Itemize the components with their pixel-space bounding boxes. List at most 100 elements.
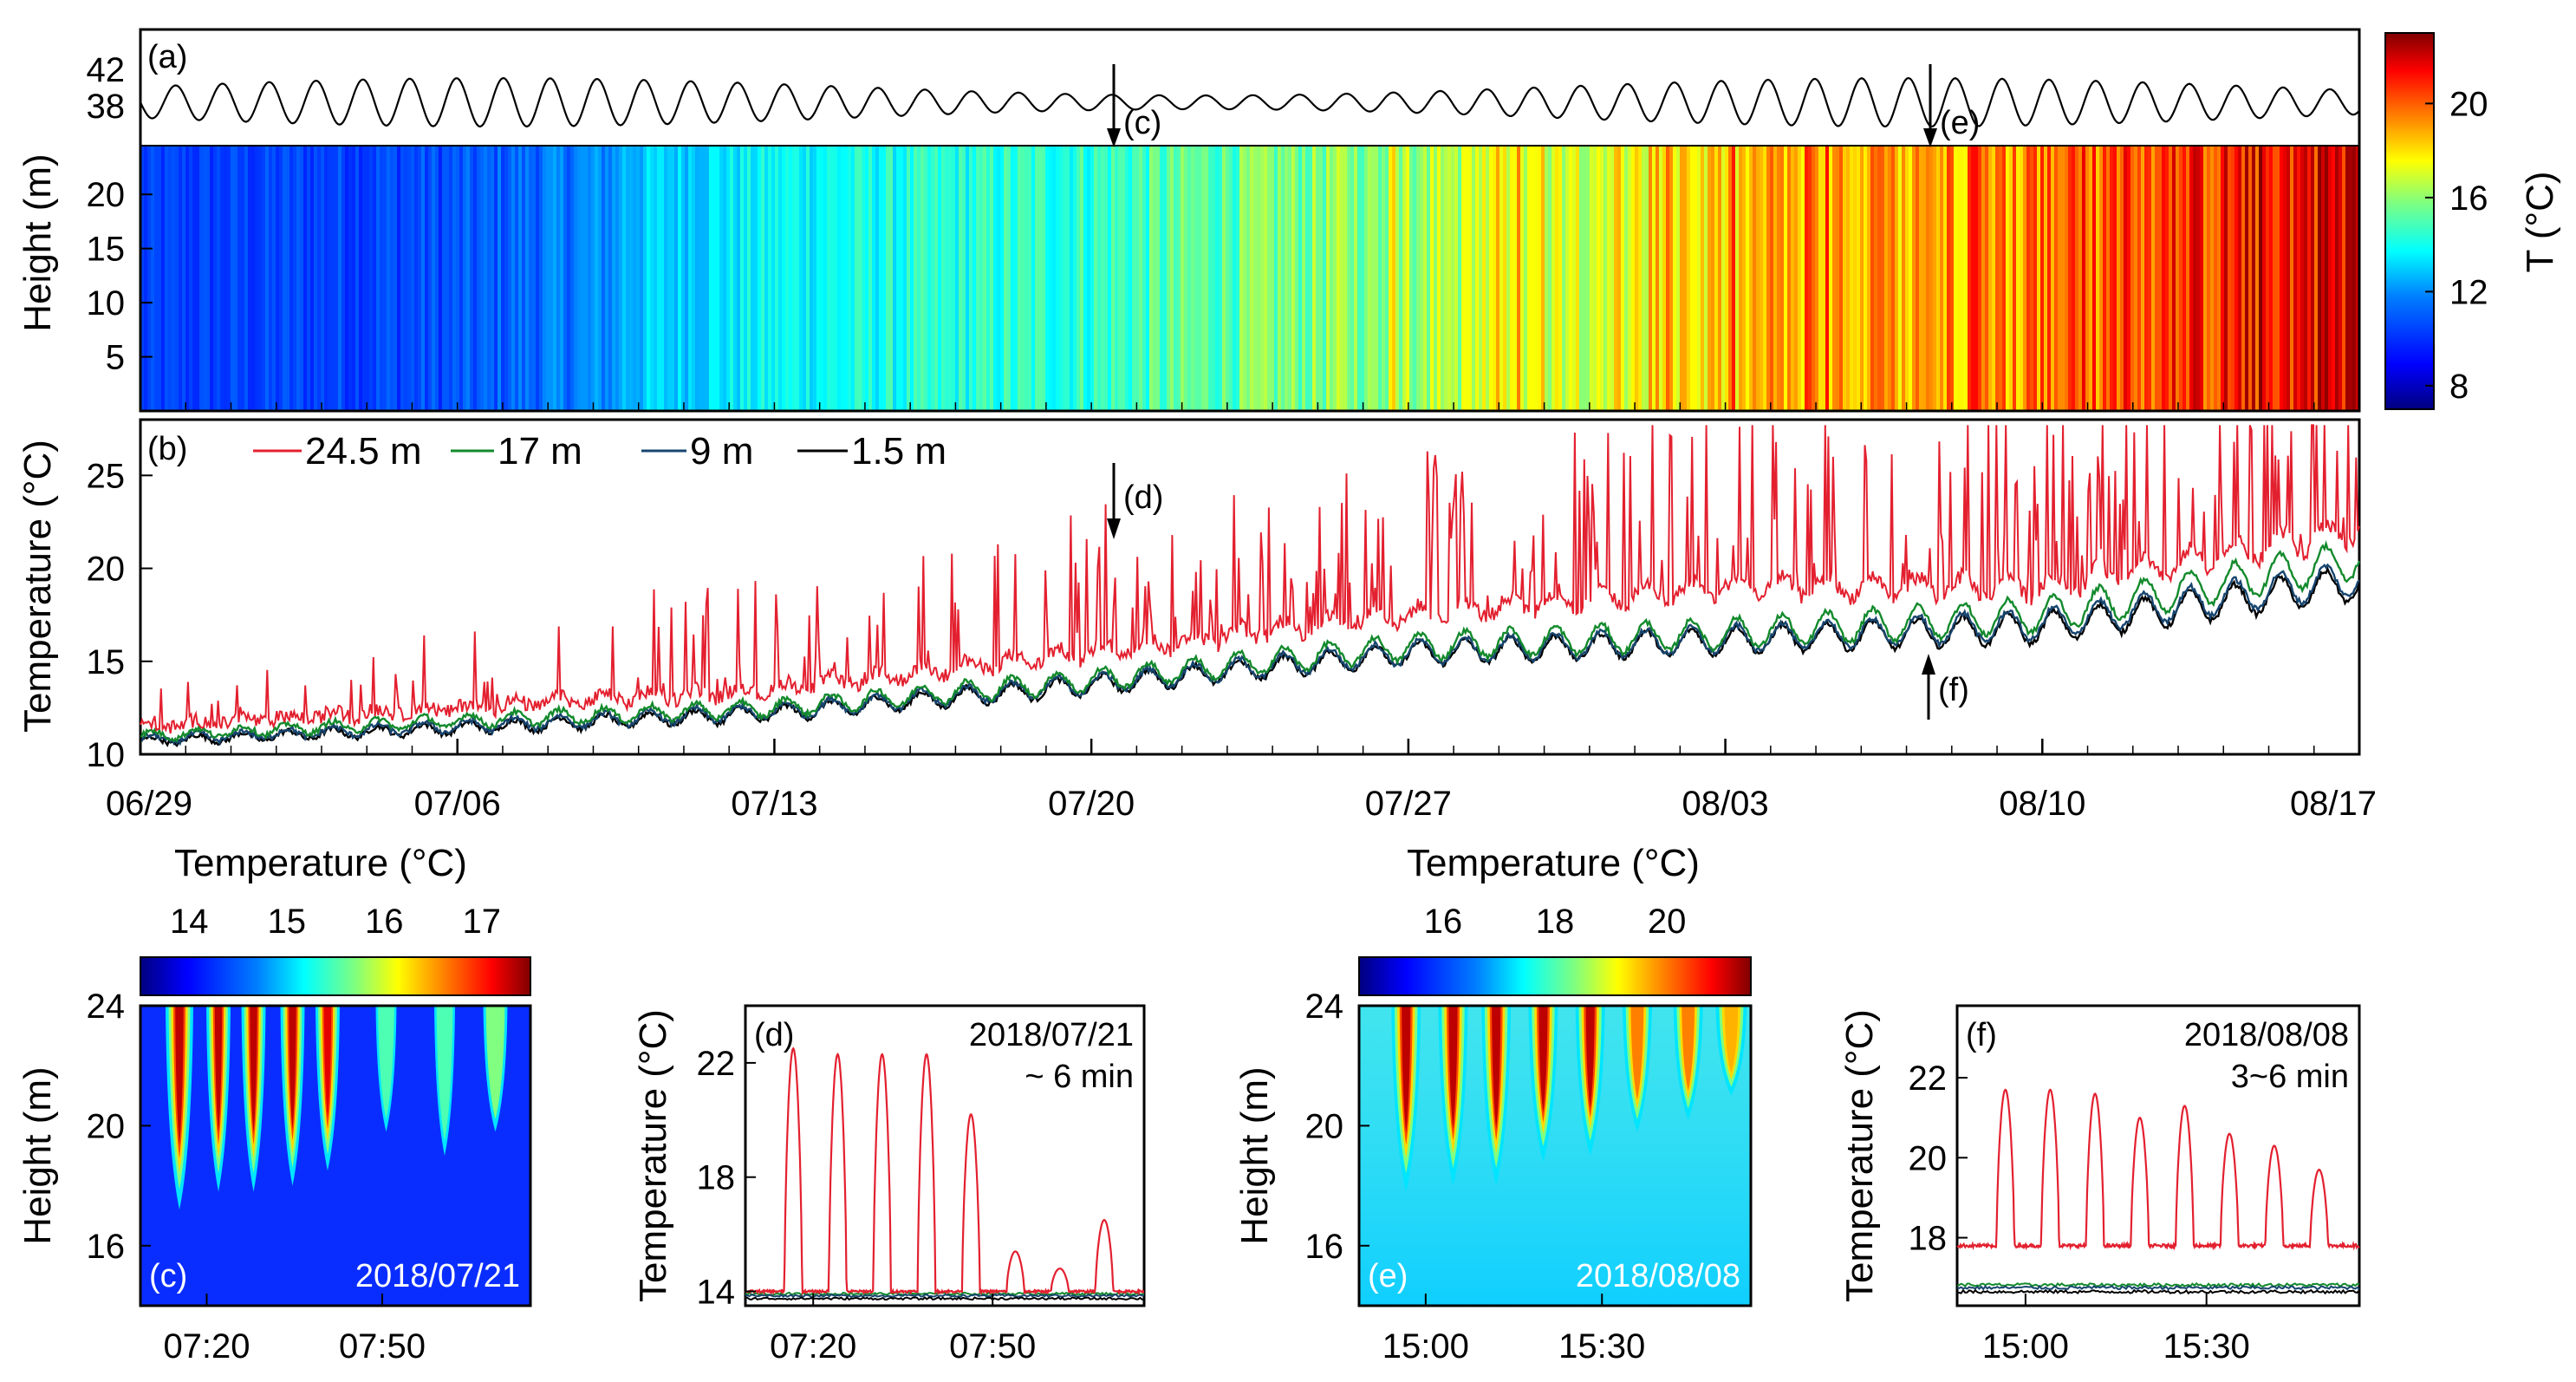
heatmap-cell (629, 146, 634, 411)
heatmap-cell (2231, 146, 2235, 411)
heatmap-cell (771, 146, 776, 411)
heatmap-cell (2307, 146, 2312, 411)
heatmap-cell (185, 146, 190, 411)
panel-a-colorbar-ticks: 20 16 12 8 (2425, 85, 2488, 406)
heatmap-cell (768, 146, 772, 411)
heatmap-cell (712, 146, 717, 411)
heatmap-cell (1860, 146, 1864, 411)
heatmap-cell (1288, 146, 1292, 411)
colorbar-tick-label: 17 (463, 903, 502, 941)
heatmap-cell (2266, 146, 2270, 411)
heatmap-cell (279, 146, 283, 411)
heatmap-cell (1257, 146, 1261, 411)
heatmap-cell (1395, 146, 1400, 411)
heatmap-cell (1170, 146, 1174, 411)
heatmap-cell (241, 146, 245, 411)
heatmap-cell (1538, 146, 1542, 411)
heatmap-cell (1059, 146, 1064, 411)
panel-f-xticks: 15:00 15:30 (1982, 1294, 2250, 1366)
plume-contour (1492, 1006, 1501, 1130)
heatmap-cell (1954, 146, 1958, 411)
plume-contour (250, 1006, 257, 1133)
heatmap-cell (1427, 146, 1431, 411)
heatmap-cell (1052, 146, 1057, 411)
heatmap-cell (1576, 146, 1580, 411)
heatmap-cell (1805, 146, 1809, 411)
heatmap-cell (990, 146, 994, 411)
heatmap-cell (491, 146, 495, 411)
heatmap-cell (1881, 146, 1885, 411)
heatmap-cell (1028, 146, 1032, 411)
heatmap-cell (570, 146, 575, 411)
heatmap-cell (633, 146, 637, 411)
heatmap-cell (2210, 146, 2215, 411)
colorbar-tick-label: 16 (365, 903, 404, 941)
heatmap-cell (1981, 146, 1986, 411)
heatmap-cell (1825, 146, 1830, 411)
heatmap-cell (1548, 146, 1552, 411)
heatmap-cell (2283, 146, 2287, 411)
heatmap-cell (1454, 146, 1459, 411)
heatmap-cell (1378, 146, 1382, 411)
heatmap-cell (248, 146, 252, 411)
series-line-bottom (745, 1293, 1145, 1299)
heatmap-cell (674, 146, 679, 411)
heatmap-cell (1555, 146, 1559, 411)
heatmap-cell (466, 146, 471, 411)
heatmap-cell (997, 146, 1001, 411)
plume-contour (378, 1006, 394, 1119)
heatmap-cell (1739, 146, 1743, 411)
heatmap-cell (314, 146, 318, 411)
heatmap-cell (1038, 146, 1043, 411)
heatmap-cell (1087, 146, 1091, 411)
heatmap-cell (660, 146, 665, 411)
heatmap-cell (1233, 146, 1237, 411)
heatmap-cell (2186, 146, 2190, 411)
heatmap-cell (792, 146, 797, 411)
heatmap-cell (1545, 146, 1549, 411)
heatmap-cell (258, 146, 263, 411)
heatmap-cell (1950, 146, 1955, 411)
heatmap-cell (1219, 146, 1223, 411)
heatmap-cell (2252, 146, 2256, 411)
series-line-bottom (1956, 1281, 2360, 1288)
heatmap-cell (737, 146, 741, 411)
heatmap-cell (810, 146, 814, 411)
heatmap-cell (546, 146, 550, 411)
heatmap-cell (789, 146, 793, 411)
panel-b-xtick: 06/29 (106, 785, 192, 823)
heatmap-cell (640, 146, 644, 411)
panel-e-xticks: 15:00 15:30 (1382, 1294, 1645, 1366)
heatmap-cell (1801, 146, 1805, 411)
heatmap-cell (1666, 146, 1670, 411)
heatmap-cell (920, 146, 925, 411)
heatmap-cell (210, 146, 214, 411)
panel-a-wave-frame (140, 29, 2359, 146)
heatmap-cell (1104, 146, 1109, 411)
heatmap-cell (1711, 146, 1715, 411)
heatmap-cell (1007, 146, 1012, 411)
heatmap-cell (165, 146, 169, 411)
heatmap-cell (886, 146, 890, 411)
heatmap-cell (189, 146, 193, 411)
heatmap-cell (172, 146, 176, 411)
heatmap-cell (1486, 146, 1490, 411)
heatmap-cell (1742, 146, 1747, 411)
panel-e-heatmap (1391, 1006, 1747, 1192)
heatmap-cell (865, 146, 869, 411)
heatmap-cell (380, 146, 384, 411)
colorbar-tick-label: 14 (170, 903, 209, 941)
heatmap-cell (1940, 146, 1944, 411)
heatmap-cell (2078, 146, 2083, 411)
heatmap-cell (2339, 146, 2343, 411)
heatmap-cell (1877, 146, 1882, 411)
heatmap-cell (896, 146, 901, 411)
heatmap-cell (394, 146, 398, 411)
heatmap-cell (1524, 146, 1528, 411)
panel-a-frame (139, 28, 2361, 413)
panel-d: 22 18 14 07:20 07:50 Temperature (°C) (d) 2… (632, 1004, 1146, 1366)
heatmap-cell (1073, 146, 1077, 411)
heatmap-cell (1974, 146, 1979, 411)
arrow-d-label: (d) (1123, 479, 1163, 516)
heatmap-cell (307, 146, 311, 411)
